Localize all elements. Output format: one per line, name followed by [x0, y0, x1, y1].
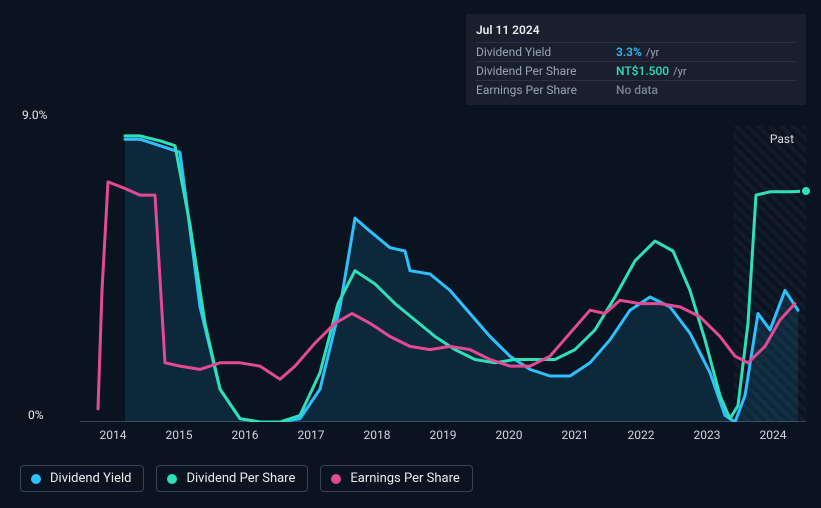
- tooltip-label: Dividend Per Share: [476, 64, 616, 78]
- y-axis-max: 9.0%: [22, 108, 47, 122]
- legend-label: Dividend Per Share: [186, 471, 295, 486]
- tooltip-unit: /yr: [646, 46, 659, 59]
- y-axis-min: 0%: [28, 408, 44, 422]
- x-tick: 2014: [80, 428, 146, 446]
- chart-tooltip: Jul 11 2024 Dividend Yield3.3%/yrDividen…: [466, 14, 806, 105]
- tooltip-value: 3.3%: [616, 45, 642, 59]
- legend-dot-icon: [167, 474, 177, 484]
- x-tick: 2022: [608, 428, 674, 446]
- tooltip-value: No data: [616, 83, 658, 97]
- x-tick: 2018: [344, 428, 410, 446]
- chart-svg: [80, 126, 806, 422]
- x-tick: 2023: [674, 428, 740, 446]
- series-end-marker: [800, 185, 812, 197]
- legend-label: Earnings Per Share: [350, 471, 459, 486]
- legend-dividend-yield[interactable]: Dividend Yield: [20, 465, 144, 492]
- legend-earnings-per-share[interactable]: Earnings Per Share: [320, 465, 472, 492]
- x-tick: 2015: [146, 428, 212, 446]
- chart-area: 9.0% 0% Past 201420152016201720182019202…: [20, 110, 810, 450]
- past-label: Past: [770, 132, 794, 146]
- tooltip-value: NT$1.500: [616, 64, 669, 78]
- x-axis: 2014201520162017201820192020202120222023…: [80, 428, 806, 446]
- tooltip-date: Jul 11 2024: [476, 20, 796, 42]
- tooltip-rows: Dividend Yield3.3%/yrDividend Per ShareN…: [476, 42, 796, 99]
- legend: Dividend Yield Dividend Per Share Earnin…: [20, 465, 473, 492]
- plot-region[interactable]: Past: [80, 126, 806, 422]
- x-tick: 2020: [476, 428, 542, 446]
- legend-dot-icon: [331, 474, 341, 484]
- tooltip-row: Dividend Per ShareNT$1.500/yr: [476, 61, 796, 80]
- legend-dividend-per-share[interactable]: Dividend Per Share: [156, 465, 308, 492]
- tooltip-row: Dividend Yield3.3% /yr: [476, 42, 796, 61]
- tooltip-label: Earnings Per Share: [476, 83, 616, 97]
- tooltip-row: Earnings Per ShareNo data: [476, 80, 796, 99]
- legend-label: Dividend Yield: [50, 471, 131, 486]
- legend-dot-icon: [31, 474, 41, 484]
- x-tick: 2017: [278, 428, 344, 446]
- x-tick: 2021: [542, 428, 608, 446]
- tooltip-label: Dividend Yield: [476, 45, 616, 59]
- tooltip-unit: /yr: [673, 65, 686, 78]
- x-tick: 2024: [740, 428, 806, 446]
- x-tick: 2016: [212, 428, 278, 446]
- x-tick: 2019: [410, 428, 476, 446]
